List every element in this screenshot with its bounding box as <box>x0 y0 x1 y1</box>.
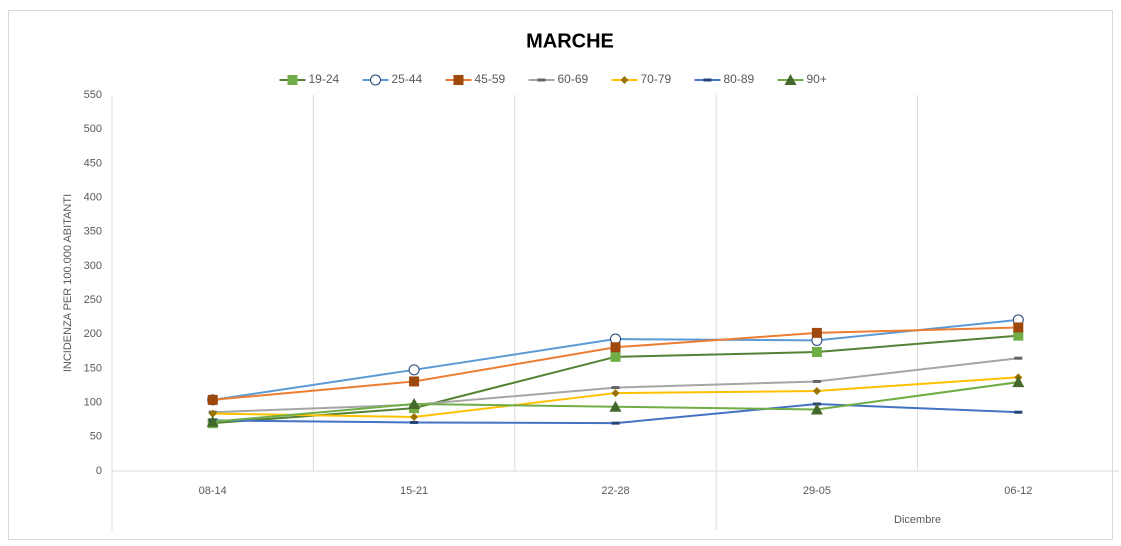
marker <box>811 347 822 358</box>
y-tick-label: 400 <box>84 191 102 203</box>
marker <box>1012 376 1025 388</box>
marker <box>611 421 620 425</box>
x-tick-label: 22-28 <box>601 485 629 497</box>
marker <box>370 74 381 86</box>
marker <box>410 412 419 421</box>
marker <box>206 415 219 427</box>
marker <box>812 387 821 396</box>
legend-label: 45-59 <box>475 72 506 86</box>
x-tick-label: 06-12 <box>1004 485 1032 497</box>
marker <box>610 342 621 353</box>
marker <box>207 394 218 405</box>
y-tick-label: 200 <box>84 328 102 340</box>
legend-label: 80-89 <box>724 72 755 86</box>
y-tick-label: 150 <box>84 362 102 374</box>
x-tick-label: 15-21 <box>400 485 428 497</box>
marker <box>610 351 621 362</box>
legend-label: 70-79 <box>641 72 672 86</box>
y-tick-label: 300 <box>84 260 102 272</box>
marker <box>810 403 823 415</box>
marker <box>408 364 420 376</box>
marker <box>611 386 620 390</box>
legend-label: 60-69 <box>558 72 589 86</box>
marker <box>784 74 797 85</box>
y-tick-label: 0 <box>96 465 102 477</box>
marker <box>811 327 822 338</box>
marker <box>1014 356 1023 360</box>
legend-label: 25-44 <box>392 72 423 86</box>
marker <box>208 409 217 418</box>
marker <box>1014 410 1023 414</box>
marker <box>408 398 421 410</box>
marker <box>409 376 420 387</box>
y-axis-title: INCIDENZA PER 100.000 ABITANTI <box>62 194 74 372</box>
x-group-label: Dicembre <box>894 514 941 526</box>
y-tick-label: 500 <box>84 123 102 135</box>
marker <box>611 389 620 398</box>
marker <box>703 78 712 82</box>
y-tick-label: 450 <box>84 157 102 169</box>
legend-label: 90+ <box>807 72 827 86</box>
marker <box>1013 322 1024 333</box>
marker <box>812 379 821 383</box>
y-tick-label: 50 <box>90 431 102 443</box>
chart-title: MARCHE <box>526 30 614 52</box>
legend: 19-24 25-44 45-59 60-69 70-79 80-89 90+ <box>279 72 827 86</box>
legend-label: 19-24 <box>309 72 340 86</box>
marker <box>537 78 546 82</box>
y-tick-label: 100 <box>84 397 102 409</box>
marker <box>287 75 298 85</box>
marker <box>453 75 464 85</box>
chart-frame <box>8 10 1113 540</box>
marker <box>1013 330 1024 341</box>
marker <box>620 76 629 84</box>
x-tick-label: 29-05 <box>803 485 831 497</box>
y-tick-label: 550 <box>84 89 102 101</box>
y-tick-label: 350 <box>84 226 102 238</box>
marker <box>410 420 419 424</box>
y-tick-label: 250 <box>84 294 102 306</box>
x-tick-label: 08-14 <box>199 485 227 497</box>
marker <box>609 400 622 412</box>
